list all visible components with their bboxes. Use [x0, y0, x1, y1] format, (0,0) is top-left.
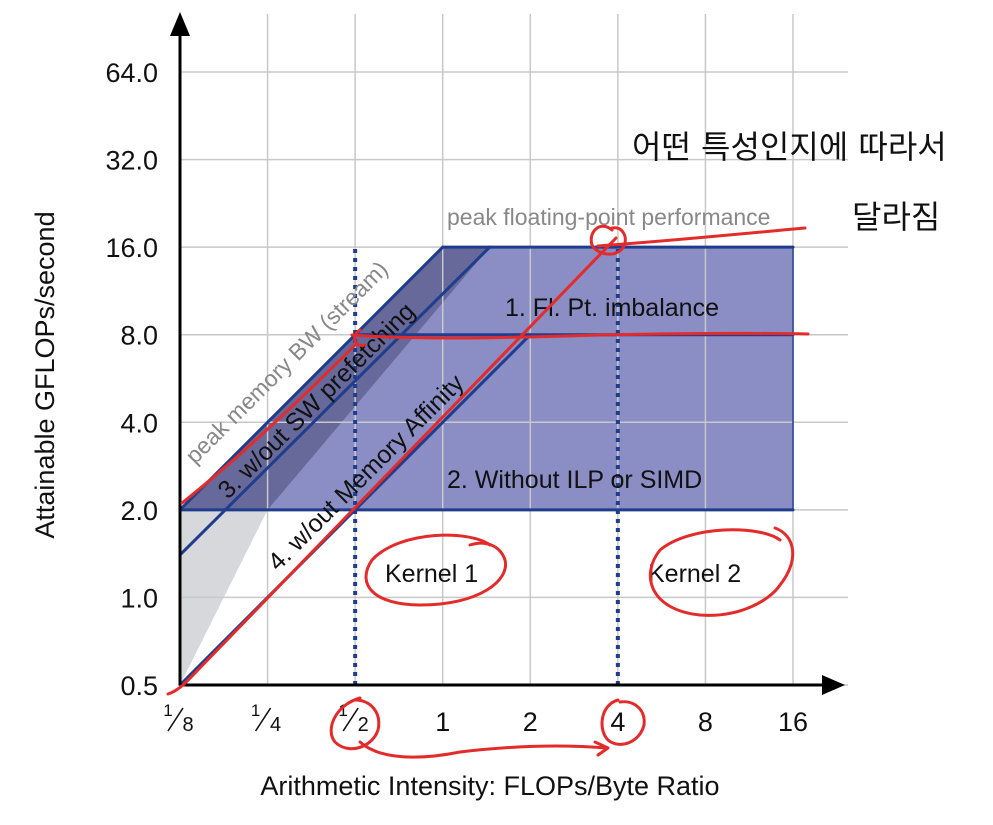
- y-tick-7: 64.0: [105, 58, 158, 88]
- x-tick-3: 1: [435, 707, 450, 737]
- kernel-lines: [353, 247, 620, 685]
- ink-circle-half: [329, 696, 381, 751]
- ink-imbalance-line: [350, 331, 810, 340]
- x-axis-arrow: [822, 675, 845, 695]
- x-tick-1-num: 1: [251, 701, 260, 720]
- x-tick-2: 12: [338, 701, 368, 736]
- handwritten-note-line2: 달라짐: [852, 198, 940, 236]
- y-axis-title: Attainable GFLOPs/second: [30, 211, 60, 538]
- x-tick-2-slash: [342, 707, 359, 732]
- y-tick-0: 0.5: [120, 671, 158, 701]
- y-tick-4: 8.0: [120, 321, 158, 351]
- line-no-sw-prefetch: [178, 245, 492, 557]
- x-tick-2-num: 1: [338, 701, 347, 720]
- y-tick-2: 2.0: [120, 496, 158, 526]
- label-kernel-1: Kernel 1: [385, 560, 478, 588]
- x-tick-4: 2: [523, 707, 538, 737]
- ink-circle-four: [600, 698, 646, 746]
- y-tick-1: 1.0: [120, 583, 158, 613]
- line-peak-memory-bw: [178, 245, 445, 512]
- x-tick-6: 8: [698, 707, 713, 737]
- axes: [170, 12, 845, 695]
- handwritten-annotations: [166, 224, 810, 759]
- x-tick-7: 16: [778, 707, 808, 737]
- y-axis-arrow: [170, 12, 190, 36]
- label-peak-flops: peak floating-point performance: [447, 204, 770, 230]
- ink-arrowhead: [593, 740, 610, 757]
- handwritten-note-line1: 어떤 특성인지에 따라서: [632, 128, 947, 166]
- x-tick-0-num: 1: [163, 701, 172, 720]
- y-tick-3: 4.0: [120, 408, 158, 438]
- x-tick-1-den: 4: [270, 714, 281, 736]
- ink-roof-trace: [166, 236, 618, 696]
- ink-circle-kernel-1: [364, 533, 507, 607]
- x-tick-1: 14: [251, 701, 281, 736]
- ink-arc-connector: [358, 740, 608, 759]
- x-tick-0: 18: [163, 701, 193, 736]
- x-tick-5: 4: [610, 707, 625, 737]
- x-tick-0-den: 8: [182, 714, 193, 736]
- x-tick-0-slash: [167, 707, 184, 732]
- x-tick-2-den: 2: [358, 714, 369, 736]
- region-grey: [180, 509, 268, 685]
- ink-circle-intersection: [589, 224, 627, 256]
- y-tick-6: 32.0: [105, 146, 158, 176]
- label-no-ilp-simd: 2. Without ILP or SIMD: [447, 466, 702, 494]
- ink-circle-kernel-2: [649, 526, 795, 617]
- y-tick-5: 16.0: [105, 233, 158, 263]
- ink-peak-line: [596, 226, 807, 248]
- x-tick-1-slash: [254, 707, 272, 732]
- region-dark: [180, 247, 490, 510]
- x-axis-title: Arithmetic Intensity: FLOPs/Byte Ratio: [260, 771, 719, 801]
- label-kernel-2: Kernel 2: [648, 560, 741, 588]
- ink-tick-1: [353, 328, 367, 347]
- ink-bw-trace: [180, 343, 357, 505]
